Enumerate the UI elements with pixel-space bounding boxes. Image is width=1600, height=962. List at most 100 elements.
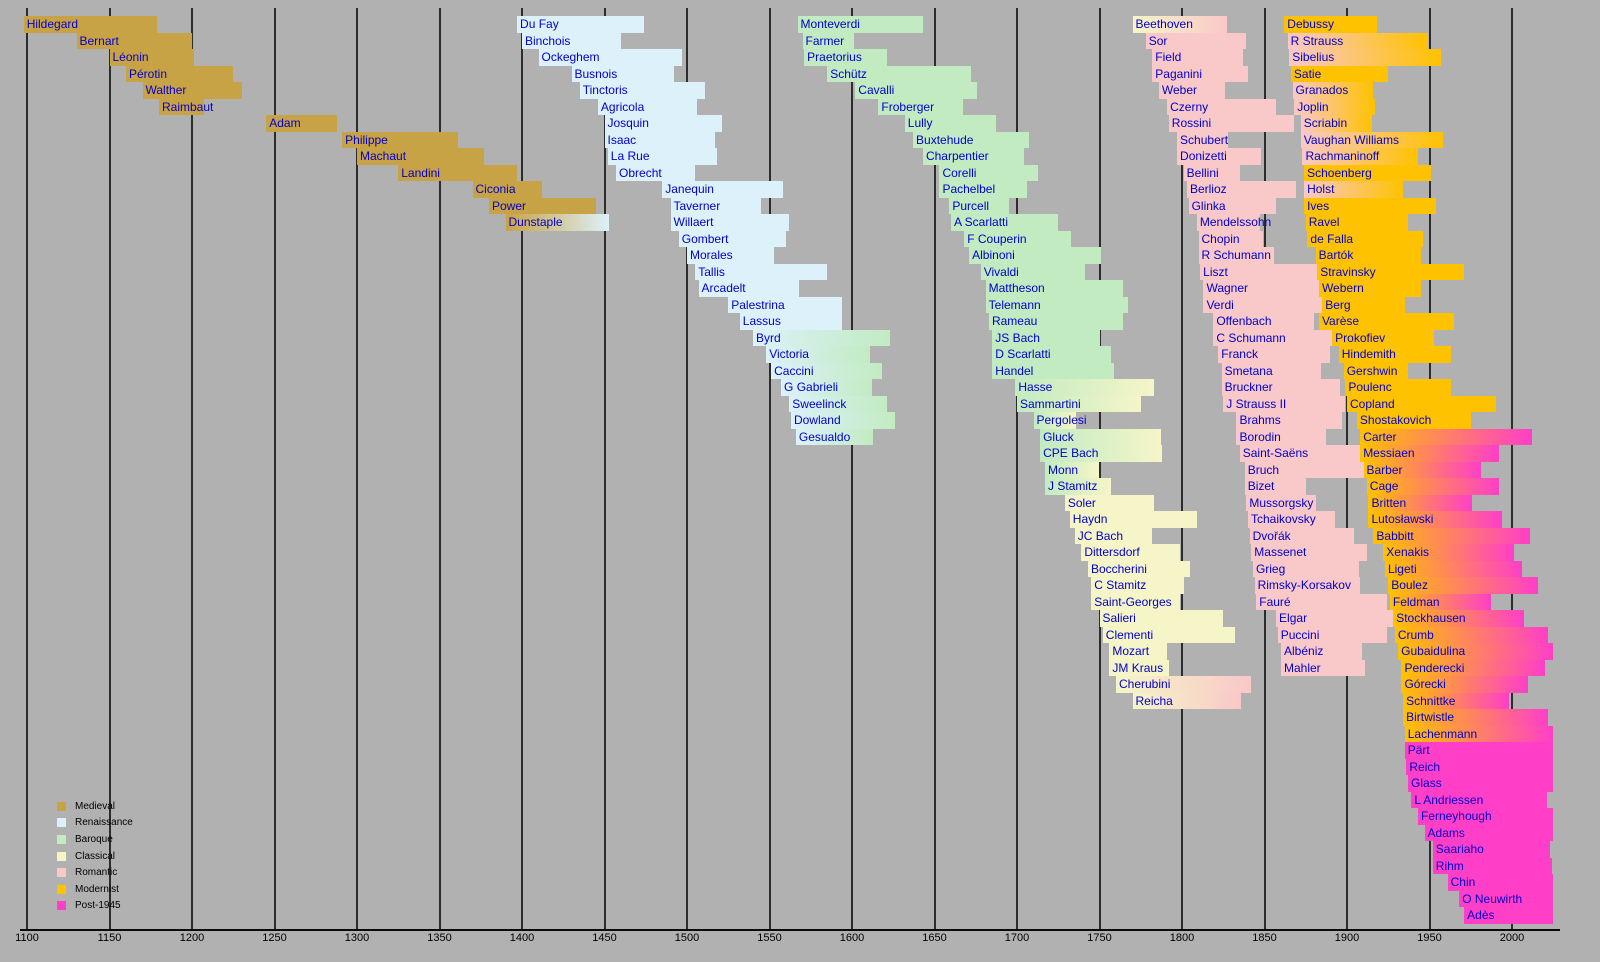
composer-label: Tinctoris [582, 83, 628, 97]
composer-bar: Elgar [1276, 610, 1404, 627]
composer-label: de Falla [1310, 231, 1354, 246]
composer-label: Stockhausen [1396, 611, 1466, 625]
composer-label: Bartók [1318, 248, 1354, 262]
composer-label: Offenbach [1216, 314, 1272, 328]
composer-bar: Sammartini [1017, 395, 1141, 412]
composer-label: Gesualdo [798, 429, 851, 444]
composer-bar: Dunstaple [505, 214, 610, 231]
composer-bar: Copland [1347, 395, 1496, 412]
composer-bar: Tinctoris [579, 82, 706, 99]
composer-bar: Scriabin [1300, 115, 1372, 132]
year-gridline [686, 8, 688, 930]
composer-bar: Lachenmann [1404, 725, 1554, 742]
composer-label: Taverner [673, 198, 721, 213]
composer-label: Rimsky-Korsakov [1257, 578, 1351, 592]
composer-bar: Bernart [76, 32, 192, 49]
composer-bar: R Schumann [1198, 247, 1275, 264]
legend-swatch-icon [57, 851, 66, 861]
legend-swatch-icon [57, 868, 66, 878]
composer-label: Lutosławski [1371, 512, 1434, 526]
composer-label: Agricola [600, 99, 645, 114]
composer-label: Saariaho [1435, 842, 1484, 856]
composer-bar: Stockhausen [1393, 610, 1524, 627]
composer-label: Morales [690, 248, 733, 262]
composer-bar: Purcell [949, 197, 1009, 214]
composer-label: Rachmaninoff [1305, 149, 1380, 163]
composer-label: Cherubini [1119, 677, 1171, 691]
composer-bar: Donizetti [1177, 148, 1262, 165]
composer-bar: Dittersdorf [1081, 544, 1181, 561]
composer-label: Field [1155, 50, 1182, 64]
composer-label: Tallis [698, 264, 725, 279]
composer-bar: Saint-Georges [1091, 593, 1181, 610]
composer-bar: Busnois [571, 65, 674, 82]
composer-label: Power [492, 198, 527, 213]
composer-label: Hildegard [26, 17, 79, 31]
legend-swatch-icon [57, 834, 66, 844]
year-tick-label: 1850 [1252, 932, 1277, 944]
composer-bar: Hildegard [23, 16, 158, 33]
composer-bar: Puccini [1277, 626, 1387, 643]
composer-bar: Léonin [109, 49, 194, 66]
year-gridline [521, 8, 523, 930]
composer-bar: Pérotin [126, 65, 234, 82]
composer-bar: Ravel [1305, 214, 1409, 231]
composer-bar: Rameau [988, 313, 1123, 330]
composer-label: Chopin [1201, 231, 1240, 246]
composer-label: L Andriessen [1414, 792, 1484, 807]
composer-bar: Offenbach [1213, 313, 1314, 330]
composer-label: Schütz [830, 66, 867, 81]
composer-bar: Raimbaut [159, 98, 213, 115]
composer-bar: Gesualdo [795, 428, 874, 445]
composer-label: Busnois [574, 66, 618, 81]
composer-bar: Verdi [1203, 296, 1349, 313]
composer-label: Sibelius [1292, 50, 1335, 64]
composer-bar: Prokofiev [1332, 329, 1435, 346]
composer-bar: JC Bach [1074, 527, 1153, 544]
composer-bar: Paganini [1152, 65, 1248, 82]
composer-label: Handel [995, 363, 1034, 378]
composer-label: Vaughan Williams [1303, 132, 1399, 147]
composer-label: Adam [269, 116, 301, 130]
composer-bar: Obrecht [616, 164, 696, 181]
composer-bar: Froberger [878, 98, 963, 115]
composer-label: F Couperin [967, 231, 1027, 246]
composer-label: Borodin [1239, 429, 1281, 444]
composer-bar: Adams [1424, 824, 1554, 841]
composer-bar: Britten [1368, 494, 1473, 511]
composer-label: JS Bach [995, 330, 1040, 345]
composer-label: Rossini [1171, 116, 1212, 130]
composer-bar: Massenet [1251, 544, 1367, 561]
composer-bar: Stravinsky [1317, 263, 1465, 280]
composer-label: Vivaldi [983, 264, 1019, 279]
composer-bar: Bruckner [1221, 379, 1341, 396]
composer-bar: Rimsky-Korsakov [1254, 577, 1361, 594]
composer-label: Pérotin [129, 66, 168, 81]
composer-bar: Hindemith [1338, 346, 1451, 363]
composer-label: Granados [1295, 83, 1349, 97]
year-tick-label: 1300 [344, 932, 370, 944]
composer-bar: Boccherini [1087, 560, 1191, 577]
composer-bar: J Strauss II [1223, 395, 1346, 412]
year-tick-label: 1950 [1417, 932, 1442, 944]
composer-label: Albéniz [1284, 644, 1324, 658]
composer-bar: Sibelius [1289, 49, 1442, 66]
composer-label: Verdi [1206, 297, 1234, 312]
composer-label: Bizet [1247, 479, 1275, 493]
composer-label: A Scarlatti [954, 215, 1009, 229]
composer-bar: Arcadelt [698, 280, 800, 297]
composer-bar: Boulez [1388, 577, 1539, 594]
composer-bar: Rihm [1432, 857, 1552, 874]
composer-bar: Webern [1318, 280, 1422, 297]
composer-bar: Holst [1304, 181, 1404, 198]
composer-label: O Neuwirth [1462, 891, 1523, 906]
composer-bar: Binchois [522, 32, 621, 49]
composer-bar: Sor [1145, 32, 1247, 49]
composer-label: Adès [1467, 908, 1495, 922]
year-gridline [1016, 8, 1018, 930]
composer-label: Brahms [1239, 413, 1281, 427]
composer-label: G Gabrieli [784, 380, 839, 394]
composer-label: Ciconia [475, 182, 516, 196]
composer-label: Barber [1366, 462, 1403, 477]
composer-label: Liszt [1203, 264, 1228, 279]
